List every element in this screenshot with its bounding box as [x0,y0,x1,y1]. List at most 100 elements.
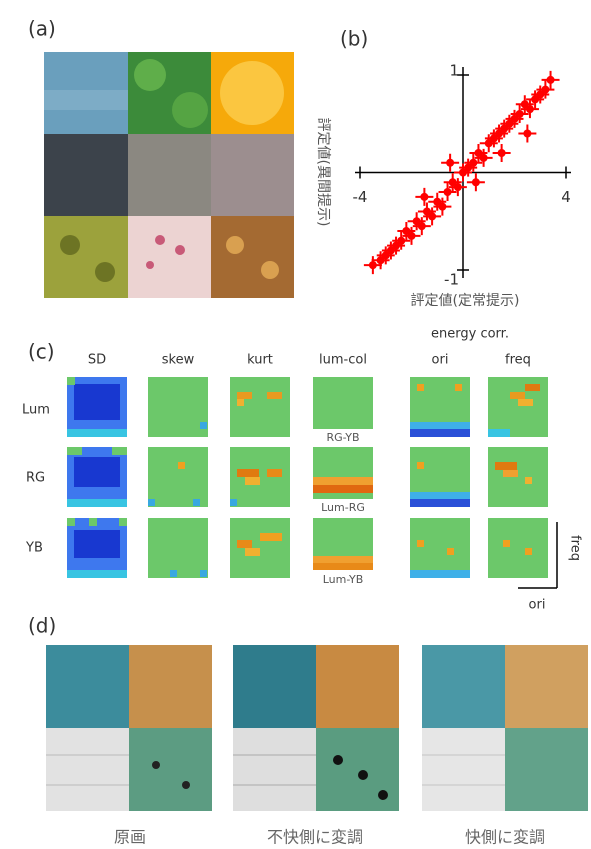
panel-label: (b) [340,27,368,51]
heatmap-cell [488,447,548,507]
heatmap-cell [230,447,290,507]
heatmap-cell [417,462,424,469]
heatmap-cell [200,422,207,429]
heatmap-cell [313,563,373,570]
texture-tile [211,216,294,298]
texture-tile [155,235,165,245]
texture-tile [44,134,128,216]
heatmap-cell [200,570,207,577]
heatmap-cell [237,469,259,477]
point-dot [420,193,428,201]
heatmap-cell [488,429,510,437]
heatmap-cell [237,399,244,406]
panel-label: (a) [28,17,56,41]
heatmap-cell [67,447,82,455]
texture-tile [134,59,166,91]
texture-tile [146,261,154,269]
heatmap-cell [230,518,290,578]
heatmap-cell [503,540,510,547]
panel-label: (c) [28,340,55,364]
heatmap-cell [67,518,75,526]
heatmap-cell [503,470,518,477]
texture-tile [378,790,388,800]
heatmap-cell [313,518,373,570]
heatmap-cell [447,548,454,555]
heatmap-cell [260,533,282,541]
y-tick-label: -1 [444,271,459,289]
heatmap-cell [148,518,208,578]
heatmap-cell [148,447,208,507]
heatmap-cell [417,384,424,391]
texture-tile [44,52,294,298]
column-header: SD [88,353,106,368]
heatmap-cell [410,429,470,437]
point-dot [428,212,436,220]
heatmap-cell [510,392,525,399]
point-dot [547,76,555,84]
heatmap-cell [119,518,127,526]
heatmap-cell [237,540,252,548]
texture-tile [316,728,399,811]
heatmap-cell [488,518,548,578]
texture-tile [129,645,212,728]
heatmap-cell [237,392,252,399]
caption: 快側に変調 [465,828,545,847]
point-dot [523,130,531,138]
heatmap-cell [245,477,260,485]
x-axis-label: 評定値(定常提示) [411,293,520,309]
point-dot [408,232,416,240]
axis-label: ori [529,598,546,613]
y-tick-label: 1 [449,62,459,80]
heatmap-cell [67,377,127,437]
heatmap-cell [148,518,208,578]
heatmap-cell [245,548,260,556]
texture-tile [182,781,190,789]
heatmap-cell [148,377,208,437]
point-dot [469,159,477,167]
texture-tile [95,262,115,282]
texture-tile [211,134,294,216]
heatmap-cell [410,518,470,578]
heatmap-cell [313,485,373,493]
column-header: skew [162,353,195,368]
heatmap-cell [67,518,127,578]
texture-tile [128,216,211,298]
column-header: kurt [247,353,273,368]
heatmap-cell [230,377,290,437]
heatmap-cell [230,377,290,437]
heatmap-cell [74,530,120,558]
x-tick-label: 4 [561,188,571,206]
row-label: Lum [22,403,50,418]
heatmap-cell [74,384,120,420]
texture-tile [316,645,399,728]
heatmap-cell [267,392,282,399]
texture-tile [175,245,185,255]
heatmap-cell [313,477,373,485]
texture-tile [128,134,211,216]
heatmap-cell [488,518,548,578]
heatmap-cell [313,377,373,429]
caption: 不快側に変調 [267,828,363,847]
heatmap-cell [148,499,155,506]
heatmap-cell [525,384,540,391]
texture-tile [226,236,244,254]
texture-tile [172,92,208,128]
column-header: lum-col [319,353,367,368]
texture-tile [333,755,343,765]
texture-tile [60,235,80,255]
heatmap-cell [525,548,532,555]
heatmap-cell [178,462,185,469]
texture-tile [505,645,588,728]
heatmap-cell [495,462,517,470]
texture-tile [505,728,588,811]
heatmap-cell [410,492,470,499]
heatmap-cell [267,469,282,477]
heatmap-cell [410,447,470,507]
point-dot [446,159,454,167]
heatmap-cell [67,570,127,578]
caption: 原画 [114,828,146,847]
axis-label: freq [568,535,583,561]
panel-label: (d) [28,614,56,638]
heatmap-cell [410,499,470,507]
